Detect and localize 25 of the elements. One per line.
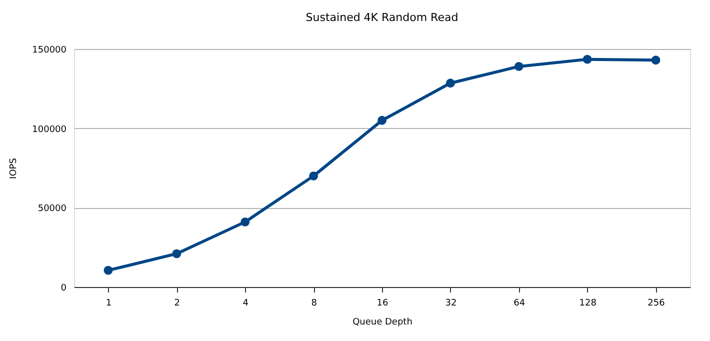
x-tick-label: 128	[579, 298, 597, 308]
point	[309, 171, 318, 180]
point	[446, 78, 455, 88]
y-tick-label: 100000	[32, 124, 67, 135]
point	[514, 62, 524, 71]
x-tick-label: 4	[242, 298, 249, 308]
point	[651, 56, 660, 65]
x-tick-label: 256	[648, 298, 666, 308]
point	[378, 116, 386, 125]
x-tick-label: 32	[445, 298, 457, 308]
y-tick-label: 50000	[38, 204, 67, 214]
y-axis-title: IOPS	[9, 158, 20, 179]
y-tick-label: 150000	[32, 46, 67, 56]
x-tick-label: 64	[514, 298, 526, 308]
x-tick-label: 8	[311, 298, 318, 308]
chart-title: Sustained 4K Random Read	[306, 11, 458, 24]
x-tick-label: 16	[376, 298, 388, 308]
point	[172, 249, 182, 258]
point	[240, 217, 250, 226]
x-tick-label: 2	[174, 298, 180, 308]
point	[582, 54, 592, 64]
x-axis-title: Queue Depth	[352, 318, 412, 328]
point	[104, 266, 113, 275]
x-tick-label: 1	[106, 298, 112, 308]
y-tick-label: 0	[60, 284, 67, 294]
